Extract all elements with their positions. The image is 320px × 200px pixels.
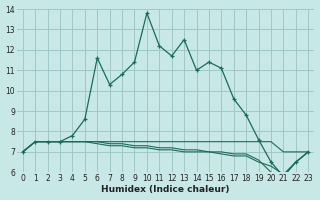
X-axis label: Humidex (Indice chaleur): Humidex (Indice chaleur) (101, 185, 230, 194)
